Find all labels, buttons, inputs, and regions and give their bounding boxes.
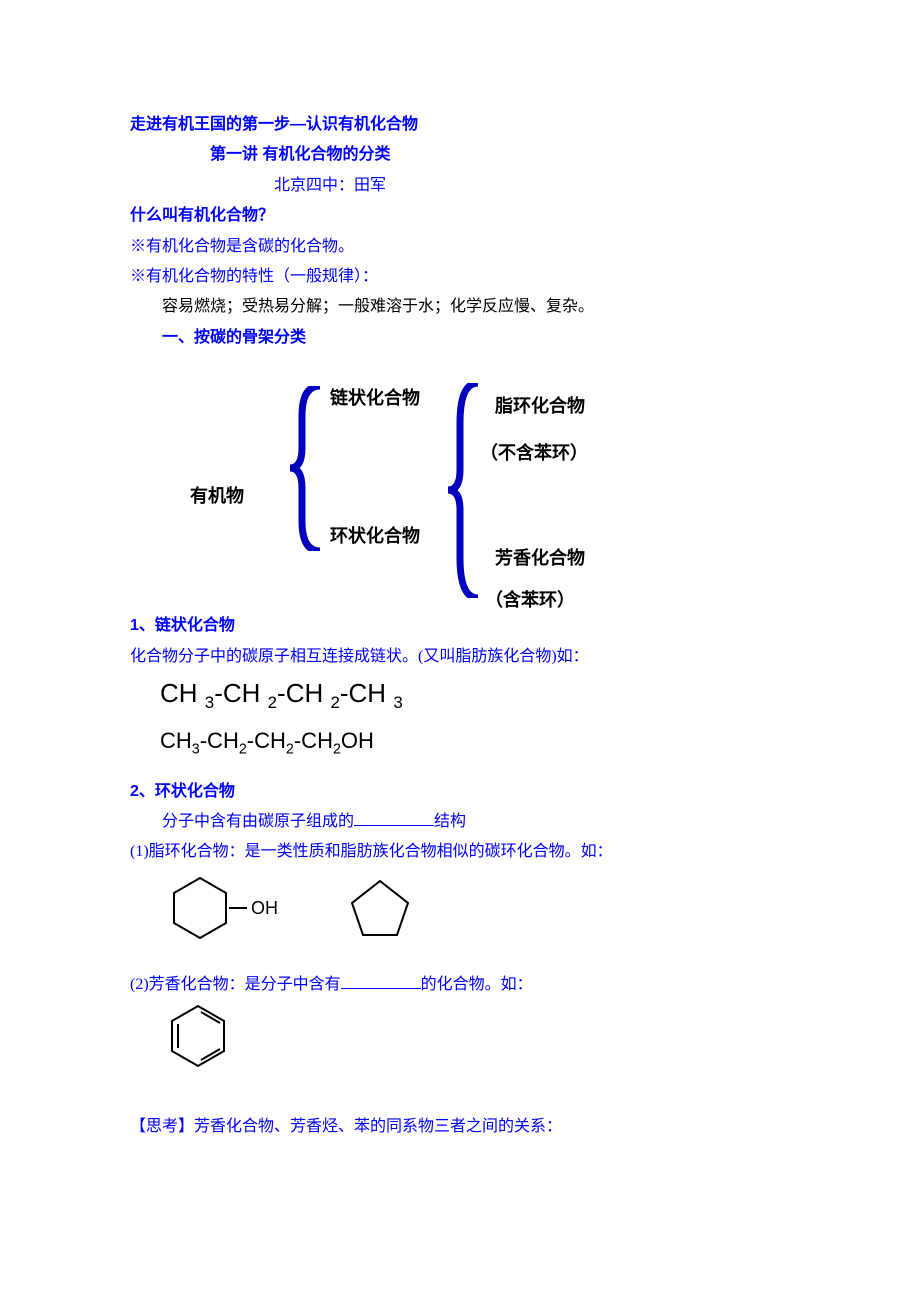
- think-prompt: 【思考】芳香化合物、芳香烃、苯的同系物三者之间的关系：: [130, 1112, 790, 1142]
- document-page: 走进有机王国的第一步—认识有机化合物 第一讲 有机化合物的分类 北京四中：田军 …: [0, 0, 920, 1302]
- single-bond: [229, 907, 247, 909]
- label-aromatic: 芳香化合物: [495, 541, 585, 575]
- label-organic: 有机物: [190, 479, 244, 513]
- label-alicyclic: 脂环化合物: [495, 389, 585, 423]
- subsection-1-heading: 1、链状化合物: [130, 611, 790, 641]
- title-sub: 第一讲 有机化合物的分类: [130, 140, 790, 170]
- label-chain: 链状化合物: [330, 381, 420, 415]
- benzene-structure: [168, 1002, 790, 1081]
- alicyclic-structures: OH: [170, 874, 790, 942]
- cyclohexanol-structure: OH: [170, 874, 278, 942]
- item2-post: 的化合物。如：: [421, 976, 533, 993]
- pentagon-icon: [348, 877, 412, 939]
- definition-2-head: ※有机化合物的特性（一般规律）：: [130, 262, 790, 292]
- label-cyclic: 环状化合物: [330, 519, 420, 553]
- brace-icon: [290, 386, 324, 551]
- definition-2-body: 容易燃烧；受热易分解；一般难溶于水；化学反应慢、复杂。: [130, 292, 790, 322]
- section-1-heading: 一、按碳的骨架分类: [130, 323, 790, 353]
- chain-formula-block: CH 3-CH 2-CH 2-CH 3 CH3-CH2-CH2-CH2OH: [160, 680, 790, 757]
- subsection-1-desc: 化合物分子中的碳原子相互连接成链状。(又叫脂肪族化合物)如：: [130, 642, 790, 672]
- definition-1: ※有机化合物是含碳的化合物。: [130, 232, 790, 262]
- subsection-2-heading: 2、环状化合物: [130, 777, 790, 807]
- classification-diagram: 有机物 链状化合物 环状化合物 脂环化合物 （不含苯环） 芳香化合物 （含苯环）: [190, 371, 620, 601]
- label-alicyclic-note: （不含苯环）: [480, 436, 588, 470]
- chain-formula-2: CH3-CH2-CH2-CH2OH: [160, 730, 790, 757]
- hexagon-icon: [170, 874, 230, 942]
- brace-icon: [448, 383, 482, 598]
- item2-pre: (2)芳香化合物：是分子中含有: [130, 976, 341, 993]
- item-2-2: (2)芳香化合物：是分子中含有 的化合物。如：: [130, 970, 790, 1000]
- fill-blank: [354, 811, 434, 826]
- item-2-1: (1)脂环化合物：是一类性质和脂肪族化合物相似的碳环化合物。如：: [130, 837, 790, 867]
- hydroxyl-label: OH: [251, 891, 278, 925]
- question-heading: 什么叫有机化合物？: [130, 201, 790, 231]
- chain-formula-1: CH 3-CH 2-CH 2-CH 3: [160, 680, 790, 712]
- sub2-desc-post: 结构: [434, 813, 466, 830]
- label-aromatic-note: （含苯环）: [485, 583, 575, 617]
- sub2-desc-pre: 分子中含有由碳原子组成的: [162, 813, 354, 830]
- fill-blank: [341, 973, 421, 988]
- benzene-icon: [168, 1002, 228, 1070]
- author-line: 北京四中：田军: [130, 171, 790, 201]
- title-main: 走进有机王国的第一步—认识有机化合物: [130, 110, 790, 140]
- subsection-2-desc: 分子中含有由碳原子组成的 结构: [130, 807, 790, 837]
